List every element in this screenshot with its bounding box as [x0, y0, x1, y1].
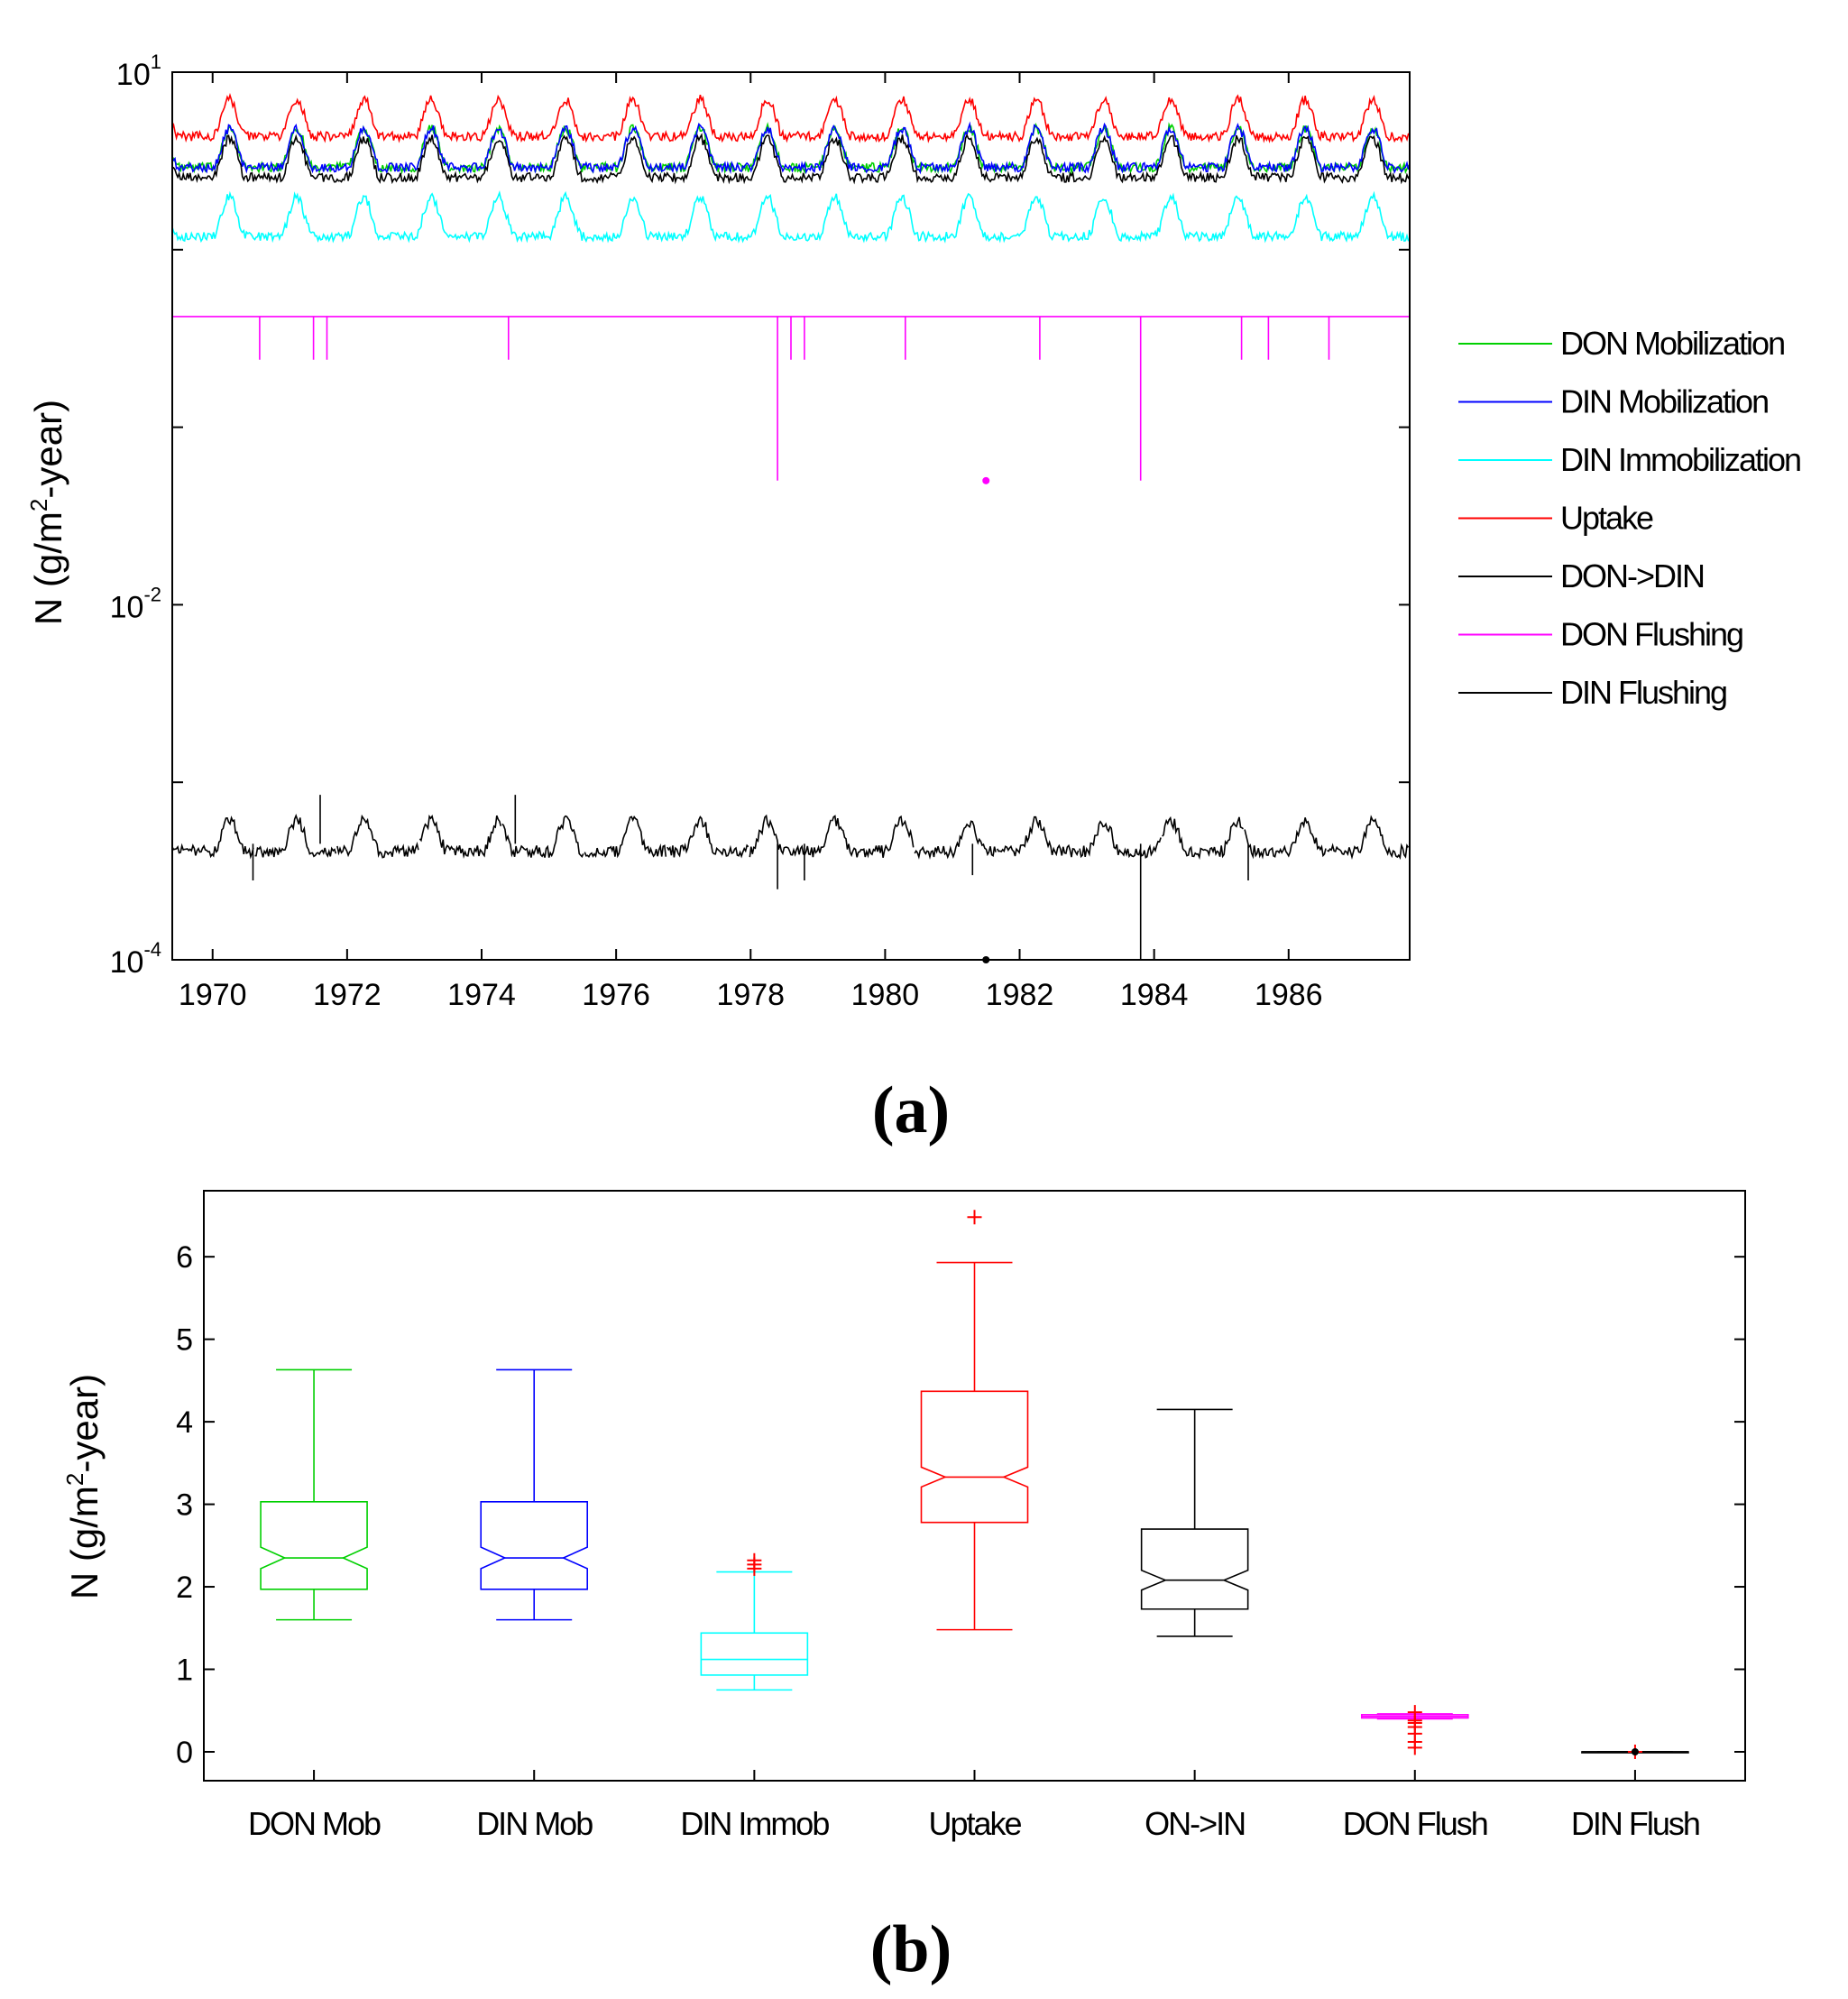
panel-a-label: (a) — [872, 1073, 950, 1147]
series-line-din-immobilization — [171, 190, 1410, 244]
x-tick-label: ON->IN — [1145, 1805, 1245, 1842]
y-tick-label: 4 — [176, 1405, 193, 1440]
panel-a-y-axis-label: N (g/m2-year) — [25, 400, 69, 625]
panel-a-y-axis: 101 10-2 10-4 — [110, 51, 1410, 980]
x-tick-label: DIN Mob — [476, 1805, 593, 1842]
panel-b-y-axis-label: N (g/m2-year) — [61, 1374, 106, 1599]
x-tick-label: 1980 — [851, 978, 920, 1012]
series-line-don-din — [171, 133, 1411, 185]
x-tick-label: DON Mob — [248, 1805, 381, 1842]
x-tick-label: DIN Immob — [680, 1805, 829, 1842]
legend-label: DIN Mobilization — [1560, 383, 1768, 420]
panel-b-y-axis: 0 1 2 3 4 5 6 — [176, 1240, 1745, 1770]
x-tick-label: 1974 — [447, 978, 516, 1012]
panel-b-label: (b) — [870, 1912, 952, 1986]
legend-label: DON Mobilization — [1560, 325, 1784, 362]
x-tick-label: DON Flush — [1343, 1805, 1487, 1842]
box-din-flush — [1581, 1744, 1689, 1759]
panel-b-boxes — [260, 1210, 1689, 1759]
legend-label: DIN Immobilization — [1560, 441, 1800, 478]
box-don-mob — [260, 1368, 368, 1621]
x-tick-label: 1986 — [1255, 978, 1323, 1012]
y-tick-label: 0 — [176, 1736, 193, 1770]
y-tick-label: 5 — [176, 1323, 193, 1358]
panel-a-series-group — [171, 92, 1411, 963]
x-tick-label: 1978 — [716, 978, 785, 1012]
y-tick-label: 3 — [176, 1488, 193, 1523]
box-uptake — [920, 1210, 1029, 1631]
series-line-don-flushing — [172, 316, 1410, 481]
legend-label: Uptake — [1560, 500, 1653, 537]
panel-a-x-axis: 1970 1972 1974 1976 1978 1980 1982 1984 1986 — [179, 72, 1323, 1012]
legend-label: DON->DIN — [1560, 557, 1704, 594]
x-tick-label: 1972 — [313, 978, 382, 1012]
outlier-dot — [1631, 1747, 1639, 1755]
panel-b-chart: 0 1 2 3 4 5 6 DON Mob DIN Mob DIN Immob Uptake ON-… — [61, 1190, 1746, 1842]
panel-a-plot-frame — [171, 71, 1411, 961]
y-tick-label: 6 — [176, 1240, 193, 1275]
y-tick-label: 101 — [116, 51, 161, 92]
panel-b-x-axis: DON Mob DIN Mob DIN Immob Uptake ON->IN DON F… — [248, 1770, 1701, 1842]
y-tick-label: 1 — [176, 1654, 193, 1688]
x-tick-label: 1976 — [582, 978, 650, 1012]
panel-a-legend: DON Mobilization DIN Mobilization DIN Immo… — [1458, 325, 1802, 711]
series-outlier-don-flushing — [982, 476, 990, 484]
legend-label: DIN Flushing — [1560, 674, 1726, 711]
series-line-uptake — [171, 92, 1411, 143]
x-tick-label: DIN Flush — [1571, 1805, 1699, 1842]
y-tick-label: 10-2 — [110, 583, 161, 624]
x-tick-label: 1970 — [179, 978, 247, 1012]
box-on-in — [1140, 1408, 1249, 1637]
box-din-mob — [480, 1368, 589, 1621]
panel-a-chart: 1970 1972 1974 1976 1978 1980 1982 1984 1986 101… — [25, 51, 1802, 1012]
x-tick-label: 1984 — [1120, 978, 1189, 1012]
y-tick-label: 2 — [176, 1571, 193, 1605]
y-tick-label: 10-4 — [110, 938, 161, 980]
x-tick-label: 1982 — [986, 978, 1054, 1012]
x-tick-label: Uptake — [928, 1805, 1021, 1842]
series-line-din-mobilization — [171, 121, 1411, 175]
box-don-flush — [1360, 1705, 1469, 1755]
series-line-din-flushing — [171, 795, 1410, 960]
box-din-immob — [700, 1552, 809, 1691]
legend-label: DON Flushing — [1560, 616, 1742, 653]
